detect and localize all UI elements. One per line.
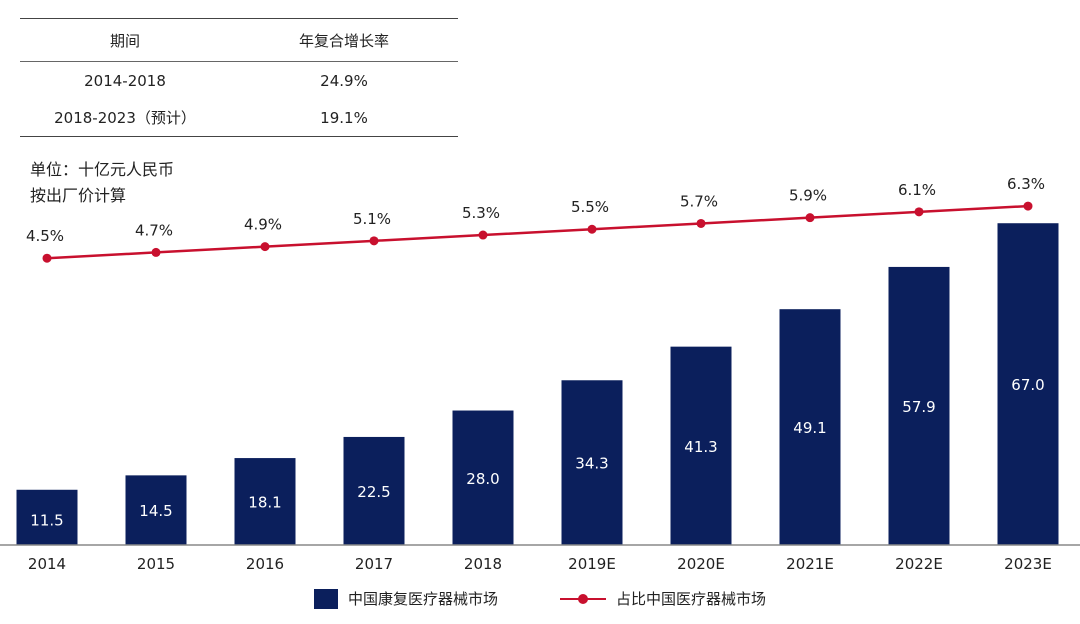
bar xyxy=(779,309,841,545)
legend-item-bar: 中国康复医疗器械市场 xyxy=(313,588,498,609)
bar-value-label: 14.5 xyxy=(139,502,172,520)
line-point xyxy=(914,207,924,217)
bar xyxy=(234,458,296,545)
x-tick-label: 2016 xyxy=(246,555,284,573)
table-bottom-rule xyxy=(20,136,458,137)
table-header-rule xyxy=(20,61,458,62)
line-point xyxy=(369,236,379,246)
bar-value-label: 67.0 xyxy=(1011,376,1044,394)
bar xyxy=(16,489,78,545)
line-value-label: 5.5% xyxy=(571,198,609,216)
row-period: 2014-2018 xyxy=(84,71,166,90)
header-cagr: 年复合增长率 xyxy=(298,31,389,50)
legend-bar-swatch xyxy=(313,588,338,609)
line-value-label: 5.7% xyxy=(680,192,718,210)
cagr-table: 期间 年复合增长率 2014-2018 24.9% 2018-2023（预计） … xyxy=(20,18,458,137)
line-point xyxy=(478,230,488,240)
line-point xyxy=(587,224,597,234)
line-value-label: 4.9% xyxy=(244,216,282,234)
line-point xyxy=(696,218,706,228)
x-tick-label: 2022E xyxy=(895,555,943,573)
bar xyxy=(997,223,1059,545)
bar-value-label: 34.3 xyxy=(575,455,608,473)
header-period: 期间 xyxy=(109,31,140,50)
row-cagr: 24.9% xyxy=(320,71,368,90)
bar-value-label: 22.5 xyxy=(357,483,390,501)
x-tick-label: 2018 xyxy=(464,555,502,573)
bar-value-label: 28.0 xyxy=(466,470,499,488)
unit-notes: 单位：十亿元人民币 按出厂价计算 xyxy=(30,157,174,209)
x-tick-label: 2020E xyxy=(677,555,725,573)
line-value-label: 6.1% xyxy=(898,181,936,199)
line-value-label: 4.7% xyxy=(135,221,173,239)
legend: 中国康复医疗器械市场 占比中国医疗器械市场 xyxy=(0,588,1080,609)
bar xyxy=(670,346,732,545)
share-line xyxy=(46,204,1029,260)
bar xyxy=(452,410,514,545)
table-row: 2014-2018 24.9% xyxy=(20,62,458,99)
legend-line-swatch xyxy=(560,593,606,605)
x-tick-label: 2019E xyxy=(568,555,616,573)
bar xyxy=(888,266,950,545)
x-tick-label: 2014 xyxy=(28,555,66,573)
bar xyxy=(343,436,405,545)
table-top-rule xyxy=(20,18,458,19)
legend-bar-label: 中国康复医疗器械市场 xyxy=(347,590,498,608)
x-tick-label: 2015 xyxy=(137,555,175,573)
x-tick-label: 2023E xyxy=(1004,555,1052,573)
basis-label: 按出厂价计算 xyxy=(30,186,127,205)
line-value-label: 4.5% xyxy=(26,227,64,245)
line-value-label: 6.3% xyxy=(1007,175,1045,193)
legend-item-line: 占比中国医疗器械市场 xyxy=(560,588,766,609)
line-point xyxy=(151,247,161,257)
line-value-label: 5.1% xyxy=(353,210,391,228)
line-point xyxy=(805,213,815,223)
line-value-label: 5.9% xyxy=(789,187,827,205)
row-period: 2018-2023（预计） xyxy=(54,109,196,127)
row-cagr: 19.1% xyxy=(320,108,368,127)
x-tick-label: 2021E xyxy=(786,555,834,573)
bar-value-label: 41.3 xyxy=(684,438,717,456)
line-point xyxy=(42,253,52,263)
bar xyxy=(125,475,187,545)
bar-value-label: 18.1 xyxy=(248,494,281,512)
x-tick-label: 2017 xyxy=(355,555,393,573)
bar-value-label: 49.1 xyxy=(793,419,826,437)
table-row: 2018-2023（预计） 19.1% xyxy=(20,99,458,136)
bar-value-label: 57.9 xyxy=(902,398,935,416)
unit-label: 单位：十亿元人民币 xyxy=(30,160,175,179)
legend-line-label: 占比中国医疗器械市场 xyxy=(616,590,767,608)
line-point xyxy=(260,242,270,252)
bar xyxy=(561,380,623,545)
table-header-row: 期间 年复合增长率 xyxy=(20,19,458,61)
line-point xyxy=(1023,201,1033,211)
line-value-label: 5.3% xyxy=(462,204,500,222)
bar-value-label: 11.5 xyxy=(30,511,63,529)
